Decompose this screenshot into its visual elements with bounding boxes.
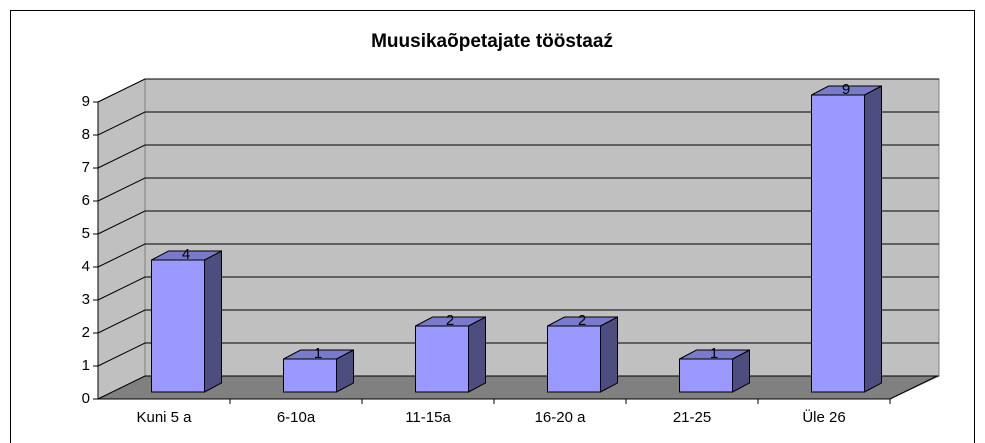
bar bbox=[679, 358, 733, 393]
x-tick-label: Kuni 5 a bbox=[136, 409, 192, 426]
bar-side bbox=[468, 316, 486, 393]
data-label: 9 bbox=[842, 81, 850, 98]
x-axis-end bbox=[889, 375, 938, 400]
grid-line bbox=[97, 111, 939, 136]
side-wall bbox=[97, 78, 146, 400]
y-tick-label: 3 bbox=[82, 291, 90, 308]
x-tick-label: 21-25 bbox=[673, 409, 711, 426]
data-label: 2 bbox=[578, 312, 586, 329]
data-label: 1 bbox=[314, 345, 322, 362]
y-tick-label: 9 bbox=[82, 93, 90, 110]
x-tick-label: 11-15a bbox=[405, 409, 451, 426]
data-label: 4 bbox=[182, 246, 190, 263]
grid-line bbox=[97, 309, 939, 334]
y-tick-label: 7 bbox=[82, 159, 90, 176]
y-tick-label: 0 bbox=[82, 390, 90, 407]
x-tick-label: 6-10a bbox=[277, 409, 316, 426]
bar-side bbox=[864, 85, 882, 393]
y-tick-label: 5 bbox=[82, 225, 90, 242]
grid-line bbox=[97, 210, 939, 235]
y-tick-label: 2 bbox=[82, 324, 90, 341]
bar bbox=[283, 358, 337, 393]
grid-line bbox=[97, 144, 939, 169]
grid-line bbox=[97, 342, 939, 367]
bar bbox=[811, 94, 865, 393]
y-tick-label: 4 bbox=[82, 258, 90, 275]
grid-line bbox=[97, 78, 939, 103]
bar-side bbox=[600, 316, 618, 393]
plot: 0 1 2 3 4 5 6 7 8 9 Kuni 5 a 4 6-10a 1 11-15a 2 16-20 a 2… bbox=[82, 78, 940, 426]
grid-line bbox=[97, 243, 939, 268]
data-label: 1 bbox=[710, 345, 718, 362]
x-tick-label: Üle 26 bbox=[802, 408, 845, 426]
x-tick-label: 16-20 a bbox=[535, 409, 587, 426]
grid-line bbox=[97, 177, 939, 202]
bar bbox=[151, 259, 205, 393]
grid-line bbox=[97, 276, 939, 301]
bar-side bbox=[204, 250, 222, 393]
y-tick-label: 6 bbox=[82, 192, 90, 209]
grid-line bbox=[97, 375, 939, 400]
y-tick-label: 1 bbox=[82, 357, 90, 374]
bar bbox=[547, 325, 601, 393]
data-label: 2 bbox=[446, 312, 454, 329]
bar bbox=[415, 325, 469, 393]
chart-title: Muusikaõpetajate tööstaaź bbox=[371, 31, 613, 52]
y-tick-label: 8 bbox=[82, 126, 90, 143]
